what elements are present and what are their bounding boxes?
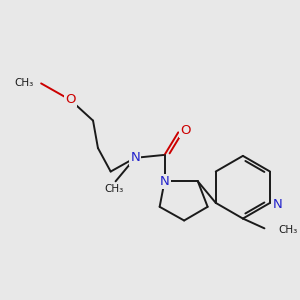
- Text: N: N: [130, 151, 140, 164]
- Text: N: N: [160, 175, 170, 188]
- Text: CH₃: CH₃: [14, 78, 33, 88]
- Text: N: N: [273, 198, 283, 211]
- Text: CH₃: CH₃: [104, 184, 123, 194]
- Text: O: O: [180, 124, 190, 137]
- Text: O: O: [65, 93, 76, 106]
- Text: CH₃: CH₃: [278, 225, 297, 235]
